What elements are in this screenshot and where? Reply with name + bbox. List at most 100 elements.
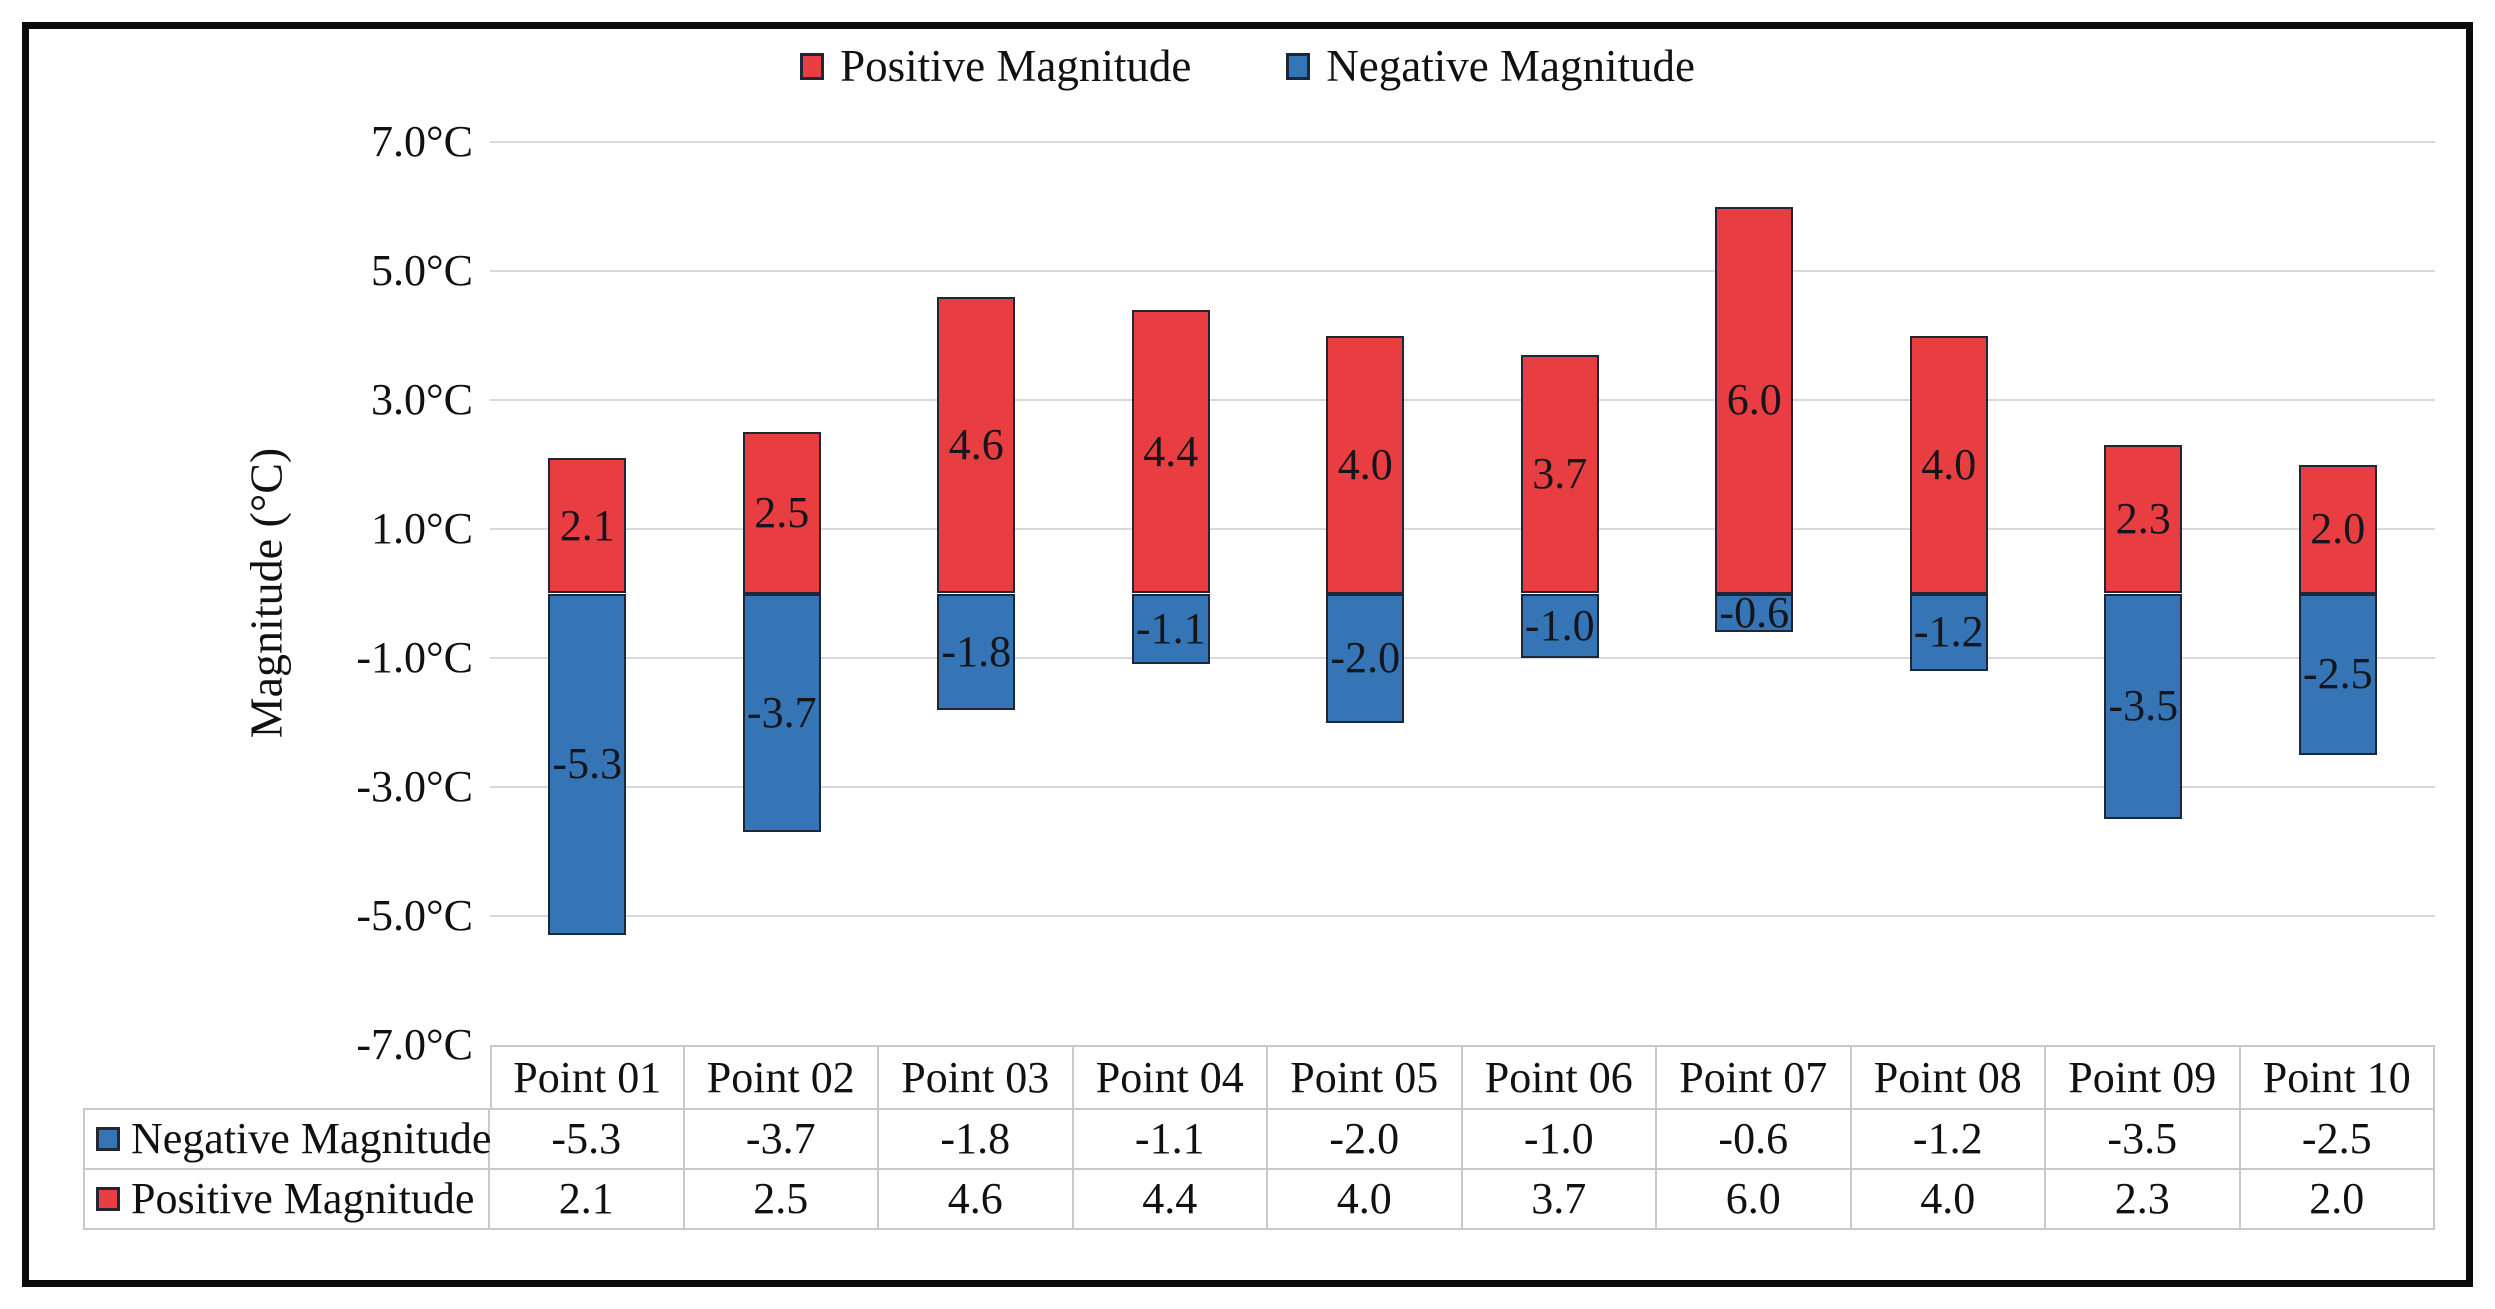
table-value-cell: -1.1 <box>1073 1110 1268 1170</box>
y-tick-label: -1.0°C <box>356 633 473 682</box>
y-tick-label: 7.0°C <box>371 117 473 166</box>
positive-bar-label: 4.0 <box>1337 439 1393 489</box>
y-gridline <box>490 786 2435 788</box>
table-column-header: Point 01 <box>490 1045 685 1110</box>
negative-bar-label: -2.5 <box>2302 649 2373 699</box>
table-corner-cell <box>83 1045 490 1110</box>
table-value-cell: 4.4 <box>1073 1170 1268 1230</box>
negative-bar-label: -3.7 <box>746 687 817 737</box>
positive-bar <box>1715 206 1794 594</box>
table-value-cell: 2.1 <box>490 1170 685 1230</box>
series-key-icon <box>96 1187 120 1211</box>
table-value-cell: -1.0 <box>1462 1110 1657 1170</box>
positive-bar <box>1131 309 1210 594</box>
positive-bar-label: 2.5 <box>754 487 810 537</box>
negative-bar <box>1520 593 1599 658</box>
negative-bar <box>548 593 627 936</box>
negative-bar <box>2298 593 2377 755</box>
data-table: Point 01 Point 02 Point 03 Point 04 Point 05… <box>83 1045 2435 1230</box>
negative-bar-label: -2.0 <box>1330 633 1401 682</box>
table-value-cell: 4.0 <box>1851 1170 2046 1230</box>
table-value-cell: 6.0 <box>1657 1170 1852 1230</box>
negative-bar-label: -1.8 <box>941 626 1012 676</box>
positive-bar-label: 2.1 <box>559 500 615 550</box>
negative-bar <box>1326 593 1405 723</box>
legend-swatch-icon <box>1286 53 1311 80</box>
y-tick-label: 3.0°C <box>371 375 473 424</box>
positive-bar <box>548 458 627 594</box>
y-gridline <box>490 915 2435 917</box>
y-gridline <box>490 528 2435 530</box>
y-gridline <box>490 657 2435 659</box>
table-column-header: Point 09 <box>2046 1045 2241 1110</box>
negative-bar-label: -3.5 <box>2108 681 2179 731</box>
legend-label: Positive Magnitude <box>840 41 1192 91</box>
table-column-header: Point 08 <box>1851 1045 2046 1110</box>
series-key-icon <box>96 1127 120 1151</box>
table-column-header: Point 10 <box>2240 1045 2435 1110</box>
legend-item: Negative Magnitude <box>1286 44 1695 89</box>
table-column-header: Point 06 <box>1462 1045 1657 1110</box>
y-tick-label: -5.0°C <box>356 891 473 940</box>
negative-bar <box>2104 593 2183 820</box>
negative-bar <box>742 593 821 833</box>
table-value-cell: -1.2 <box>1851 1110 2046 1170</box>
table-row-label: Positive Magnitude <box>83 1170 490 1230</box>
table-value-cell: 4.0 <box>1268 1170 1463 1230</box>
positive-bar <box>2104 445 2183 594</box>
table-value-cell: -3.5 <box>2046 1110 2241 1170</box>
negative-bar <box>1909 593 1988 671</box>
table-value-cell: 2.0 <box>2240 1170 2435 1230</box>
legend-item: Positive Magnitude <box>800 44 1191 89</box>
table-column-header: Point 04 <box>1073 1045 1268 1110</box>
y-gridline <box>490 141 2435 143</box>
table-value-cell: -2.5 <box>2240 1110 2435 1170</box>
negative-bar-label: -1.0 <box>1524 600 1595 650</box>
table-value-cell: -3.7 <box>684 1110 879 1170</box>
table-column-header: Point 07 <box>1657 1045 1852 1110</box>
table-column-header: Point 02 <box>684 1045 879 1110</box>
positive-bar <box>1520 354 1599 594</box>
y-tick-label: -7.0°C <box>356 1020 473 1069</box>
negative-bar-label: -1.1 <box>1135 603 1206 653</box>
negative-bar-label: -5.3 <box>552 739 623 789</box>
negative-bar <box>937 593 1016 710</box>
legend-swatch-icon <box>800 53 825 80</box>
table-row-label-text: Negative Magnitude <box>131 1114 492 1163</box>
table-value-cell: -2.0 <box>1268 1110 1463 1170</box>
positive-bar-label: 2.0 <box>2310 504 2366 553</box>
positive-bar-label: 4.6 <box>948 420 1004 470</box>
chart-legend: Positive Magnitude Negative Magnitude <box>0 44 2495 89</box>
negative-bar-label: -1.2 <box>1913 607 1984 657</box>
table-column-header: Point 05 <box>1268 1045 1463 1110</box>
legend-label: Negative Magnitude <box>1326 41 1695 91</box>
positive-bar <box>2298 464 2377 594</box>
y-axis-title: Magnitude (°C) <box>240 447 292 739</box>
positive-bar <box>1909 335 1988 594</box>
table-row-label-text: Positive Magnitude <box>131 1174 475 1223</box>
positive-bar-label: 2.3 <box>2115 494 2171 544</box>
y-gridline <box>490 399 2435 401</box>
table-value-cell: -0.6 <box>1657 1110 1852 1170</box>
negative-bar <box>1715 593 1794 633</box>
table-value-cell: 4.6 <box>879 1170 1074 1230</box>
positive-bar <box>742 432 821 594</box>
y-tick-label: -3.0°C <box>356 762 473 811</box>
positive-bar-label: 4.4 <box>1143 426 1199 476</box>
y-tick-label: 1.0°C <box>371 504 473 553</box>
table-value-cell: 2.3 <box>2046 1170 2241 1230</box>
positive-bar-label: 3.7 <box>1532 449 1588 499</box>
table-value-cell: 2.5 <box>684 1170 879 1230</box>
positive-bar-label: 6.0 <box>1726 375 1782 424</box>
positive-bar <box>1326 335 1405 594</box>
y-tick-label: 5.0°C <box>371 246 473 295</box>
table-value-cell: -5.3 <box>490 1110 685 1170</box>
table-row-label: Negative Magnitude <box>83 1110 492 1170</box>
negative-bar-label: -0.6 <box>1719 587 1790 637</box>
positive-bar <box>937 296 1016 594</box>
positive-bar-label: 4.0 <box>1921 439 1977 489</box>
table-value-cell: -1.8 <box>879 1110 1074 1170</box>
table-value-cell: 3.7 <box>1462 1170 1657 1230</box>
negative-bar <box>1131 593 1210 665</box>
table-column-header: Point 03 <box>879 1045 1074 1110</box>
